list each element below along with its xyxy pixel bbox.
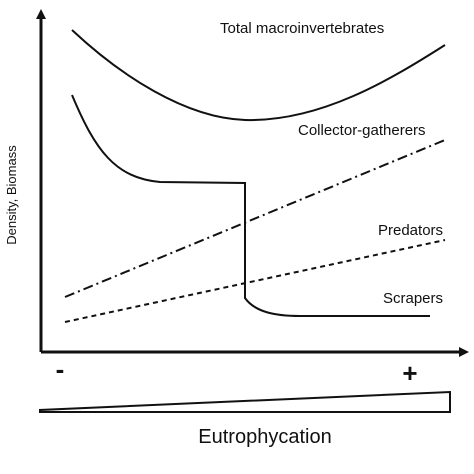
x-min-label: - xyxy=(56,354,65,384)
curve-label: Collector-gatherers xyxy=(298,122,426,139)
gradient-wedge xyxy=(39,390,451,413)
x-axis-label: Eutrophycation xyxy=(198,426,331,448)
curve-label: Scrapers xyxy=(383,290,443,307)
curve-label: Total macroinvertebrates xyxy=(220,20,384,37)
total-curve xyxy=(71,29,446,122)
scrapers-curve xyxy=(71,94,430,317)
y-axis-label: Density, Biomass xyxy=(4,145,19,245)
collector-curve xyxy=(64,139,446,298)
x-max-label: + xyxy=(402,358,417,388)
curve-label: Predators xyxy=(378,222,443,239)
predators-curve xyxy=(64,239,446,323)
